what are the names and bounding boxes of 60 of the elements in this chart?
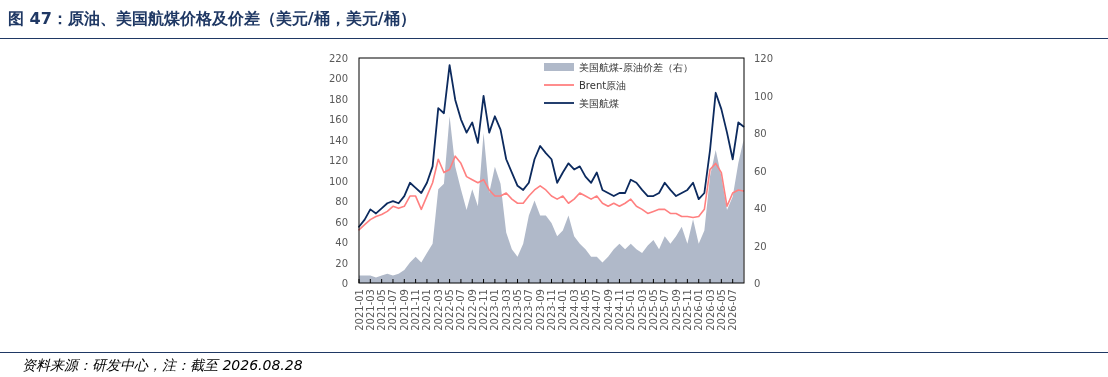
y-tick-label: 40 (335, 237, 348, 249)
x-tick-label: 2023-09 (534, 289, 546, 331)
x-tick-label: 2023-01 (489, 289, 501, 331)
legend-label: 美国航煤 (579, 98, 619, 109)
x-tick-label: 2022-09 (466, 289, 478, 331)
y2-tick-label: 120 (754, 53, 774, 64)
x-tick-label: 2024-03 (568, 289, 580, 331)
x-tick-label: 2025-05 (647, 289, 659, 331)
x-tick-label: 2022-05 (444, 289, 456, 331)
y2-tick-label: 20 (754, 240, 767, 252)
y2-tick-label: 60 (754, 165, 767, 177)
y-tick-label: 120 (328, 155, 348, 167)
y2-tick-label: 100 (754, 90, 774, 102)
x-tick-label: 2025-03 (636, 289, 648, 331)
y-tick-label: 180 (328, 93, 348, 105)
line-series (358, 155, 745, 231)
x-tick-label: 2024-07 (591, 289, 603, 331)
x-tick-label: 2025-01 (625, 289, 637, 331)
x-tick-label: 2026-03 (704, 289, 716, 331)
x-tick-label: 2025-07 (659, 289, 671, 331)
y-tick-label: 100 (328, 175, 348, 187)
x-tick-label: 2024-09 (602, 289, 614, 331)
y2-tick-label: 40 (754, 203, 767, 214)
legend-label: 美国航煤-原油价差（右） (579, 62, 693, 73)
y-tick-label: 60 (335, 216, 348, 228)
x-tick-label: 2025-11 (681, 289, 693, 331)
x-tick-label: 2024-05 (579, 289, 591, 331)
x-tick-label: 2026-05 (715, 289, 727, 331)
text: 资料来源：研发中心，注：截至 2026.08.28 (22, 357, 303, 373)
x-tick-label: 2023-07 (523, 289, 535, 331)
x-tick-label: 2021-03 (364, 289, 376, 331)
x-tick-label: 2021-07 (387, 289, 399, 331)
x-tick-label: 2022-07 (455, 289, 467, 331)
x-tick-label: 2021-05 (376, 289, 388, 331)
y-tick-label: 200 (328, 73, 348, 85)
x-tick-label: 2025-09 (670, 289, 682, 331)
y-tick-label: 20 (335, 257, 348, 269)
y2-tick-label: 0 (754, 278, 761, 289)
x-tick-label: 2021-11 (410, 289, 422, 331)
legend-label: Brent原油 (579, 80, 627, 91)
x-tick-label: 2022-01 (421, 289, 433, 331)
x-tick-label: 2026-01 (693, 289, 705, 331)
x-tick-label: 2021-09 (398, 289, 410, 331)
x-tick-label: 2024-01 (557, 289, 569, 331)
y-tick-label: 140 (328, 134, 348, 146)
x-tick-label: 2023-11 (546, 289, 557, 331)
x-tick-label: 2021-01 (353, 289, 365, 331)
x-tick-label: 2022-11 (478, 289, 490, 331)
x-tick-label: 2022-03 (432, 289, 444, 331)
x-tick-label: 2024-11 (613, 289, 625, 331)
x-tick-label: 2023-05 (512, 289, 524, 331)
line-series (358, 64, 745, 228)
y-tick-label: 80 (335, 196, 348, 208)
y-tick-label: 0 (341, 278, 348, 289)
x-tick-label: 2026-07 (727, 289, 739, 331)
y2-tick-label: 80 (754, 128, 767, 139)
y-tick-label: 160 (328, 114, 348, 126)
y-tick-label: 220 (328, 53, 348, 64)
x-tick-label: 2023-03 (500, 289, 512, 331)
text: 图 47：原油、美国航煤价格及价差（美元/桶，美元/桶） (8, 9, 416, 28)
